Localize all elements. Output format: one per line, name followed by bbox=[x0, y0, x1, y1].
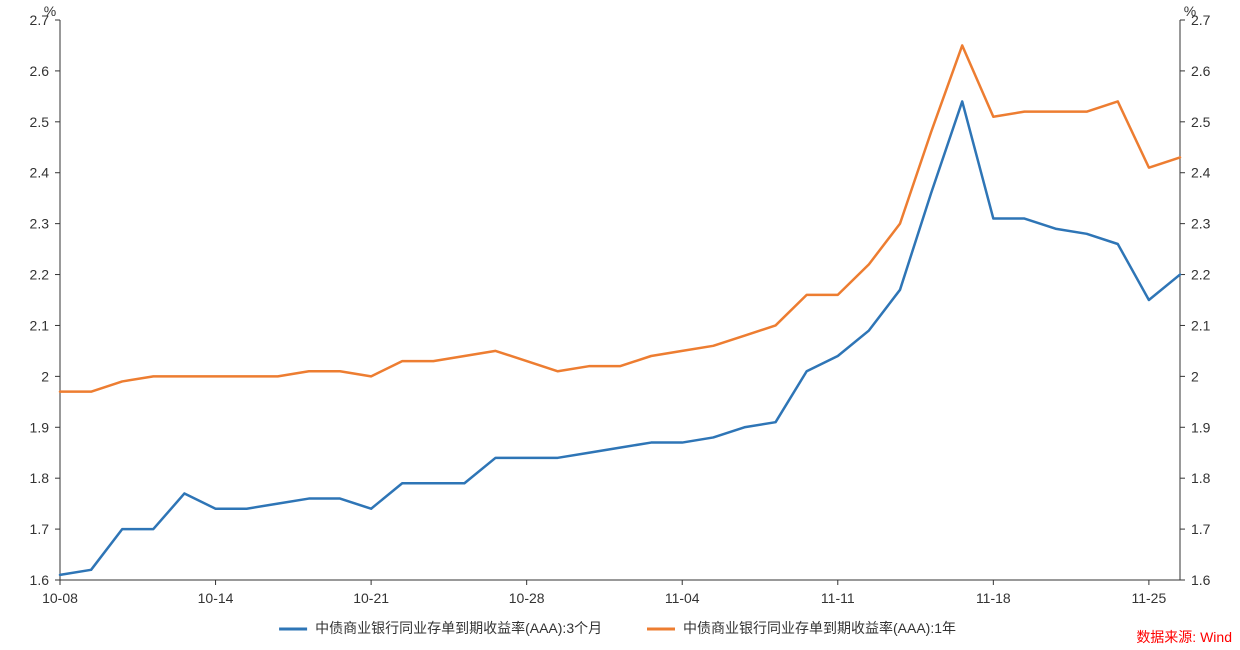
data-source-label: 数据来源: Wind bbox=[1136, 629, 1232, 645]
legend-swatch bbox=[647, 628, 675, 631]
x-tick-label: 10-28 bbox=[509, 590, 545, 606]
y-tick-label-right: 2.4 bbox=[1191, 165, 1211, 181]
y-tick-label-right: 1.6 bbox=[1191, 572, 1211, 588]
y-unit-right: % bbox=[1184, 3, 1196, 19]
x-tick-label: 10-08 bbox=[42, 590, 78, 606]
legend-swatch bbox=[279, 628, 307, 631]
x-tick-label: 10-14 bbox=[198, 590, 234, 606]
y-tick-label-left: 2.5 bbox=[30, 114, 50, 130]
y-tick-label-left: 1.7 bbox=[30, 521, 50, 537]
y-tick-label-left: 2 bbox=[41, 368, 49, 384]
x-tick-label: 11-18 bbox=[976, 590, 1011, 606]
y-tick-label-right: 2.1 bbox=[1191, 317, 1211, 333]
y-tick-label-right: 1.7 bbox=[1191, 521, 1211, 537]
y-tick-label-left: 1.9 bbox=[30, 419, 50, 435]
y-tick-label-left: 2.3 bbox=[30, 216, 50, 232]
chart-container: 1.6 1.6 1.7 1.7 1.8 1.8 1.9 1.9 2 2 2.1 2.1 2.2 2.2 2.… bbox=[0, 0, 1240, 650]
y-tick-label-right: 2.5 bbox=[1191, 114, 1211, 130]
y-tick-label-left: 2.6 bbox=[30, 63, 50, 79]
y-tick-label-left: 1.8 bbox=[30, 470, 50, 486]
x-tick-label: 11-11 bbox=[821, 590, 855, 606]
y-tick-label-left: 2.1 bbox=[30, 317, 50, 333]
y-tick-label-right: 1.8 bbox=[1191, 470, 1211, 486]
legend-label: 中债商业银行同业存单到期收益率(AAA):1年 bbox=[683, 620, 956, 636]
y-tick-label-left: 2.2 bbox=[30, 267, 50, 283]
x-tick-label: 11-25 bbox=[1131, 590, 1166, 606]
y-tick-label-right: 2.2 bbox=[1191, 267, 1211, 283]
y-tick-label-right: 2.3 bbox=[1191, 216, 1211, 232]
y-tick-label-left: 2.4 bbox=[30, 165, 50, 181]
legend-label: 中债商业银行同业存单到期收益率(AAA):3个月 bbox=[315, 620, 602, 636]
y-tick-label-right: 2 bbox=[1191, 368, 1199, 384]
x-tick-label: 10-21 bbox=[353, 590, 389, 606]
x-tick-label: 11-04 bbox=[665, 590, 700, 606]
y-tick-label-right: 1.9 bbox=[1191, 419, 1211, 435]
y-tick-label-right: 2.6 bbox=[1191, 63, 1211, 79]
line-chart: 1.6 1.6 1.7 1.7 1.8 1.8 1.9 1.9 2 2 2.1 2.1 2.2 2.2 2.… bbox=[0, 0, 1240, 650]
y-unit-left: % bbox=[44, 3, 56, 19]
y-tick-label-left: 1.6 bbox=[30, 572, 50, 588]
